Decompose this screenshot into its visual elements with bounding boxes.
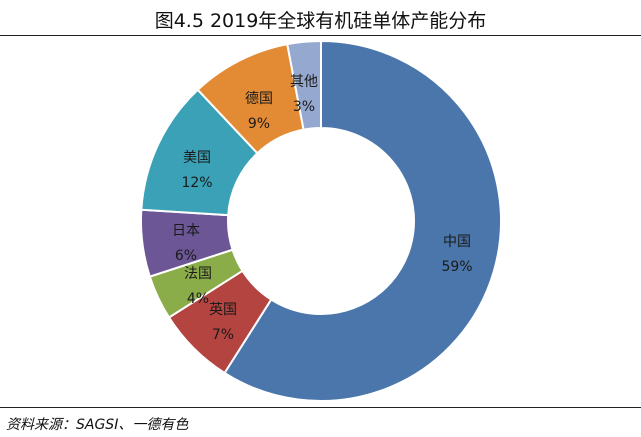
slice-name-label: 其他 [290, 74, 318, 90]
slice-value-label: 9% [248, 116, 270, 132]
slice-0 [223, 39, 502, 402]
chart-title: 图4.5 2019年全球有机硅单体产能分布 [154, 10, 487, 32]
slice-value-label: 4% [187, 291, 209, 307]
source-divider [0, 407, 641, 408]
slice-name-label: 法国 [184, 266, 212, 282]
slice-value-label: 7% [212, 327, 234, 343]
slice-value-label: 3% [293, 99, 315, 115]
slice-name-label: 德国 [245, 91, 273, 107]
slice-value-label: 12% [181, 175, 212, 191]
title-divider [0, 35, 641, 36]
slice-name-label: 美国 [183, 150, 211, 166]
slice-value-label: 59% [441, 259, 472, 275]
slice-name-label: 中国 [443, 234, 471, 250]
slice-name-label: 日本 [172, 223, 200, 239]
slice-value-label: 6% [175, 248, 197, 264]
slice-6 [286, 39, 322, 131]
slice-name-label: 英国 [209, 301, 237, 318]
source-note: 资料来源：SAGSI、一德有色 [6, 417, 189, 433]
